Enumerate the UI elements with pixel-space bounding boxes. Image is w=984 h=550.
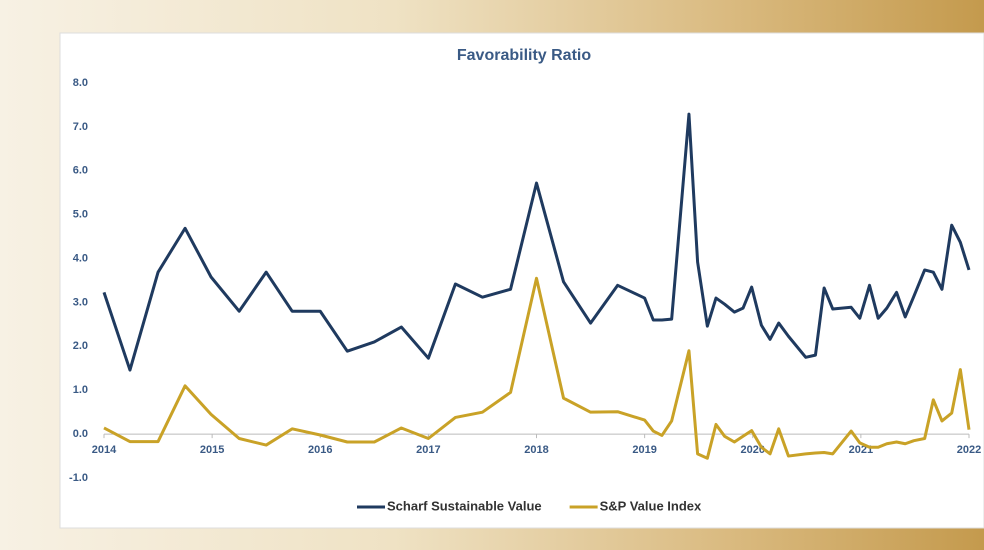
y-tick-label: 1.0	[73, 384, 88, 396]
y-tick-label: 6.0	[73, 165, 88, 177]
plot-panel	[59, 32, 984, 529]
x-tick-label: 2018	[524, 444, 548, 456]
y-tick-label: 7.0	[73, 121, 88, 133]
chart-title: Favorability Ratio	[457, 47, 591, 64]
x-tick-label: 2020	[741, 444, 765, 456]
y-tick-label: 0.0	[73, 428, 88, 440]
y-tick-label: 3.0	[73, 296, 88, 308]
legend-label: S&P Value Index	[600, 498, 702, 513]
y-tick-label: 8.0	[73, 77, 88, 89]
y-tick-label: 4.0	[73, 252, 88, 264]
series-line	[102, 112, 971, 372]
y-tick-label: -1.0	[69, 472, 88, 484]
x-tick-label: 2019	[632, 444, 656, 456]
legend-label: Scharf Sustainable Value	[387, 498, 542, 513]
x-tick-label: 2022	[957, 444, 981, 456]
x-tick-label: 2017	[416, 444, 440, 456]
y-tick-label: 5.0	[73, 209, 88, 221]
series-line	[103, 276, 971, 460]
y-tick-label: 2.0	[73, 340, 88, 352]
x-tick-label: 2015	[200, 444, 224, 456]
x-tick-label: 2014	[92, 444, 117, 456]
x-tick-label: 2016	[308, 444, 332, 456]
